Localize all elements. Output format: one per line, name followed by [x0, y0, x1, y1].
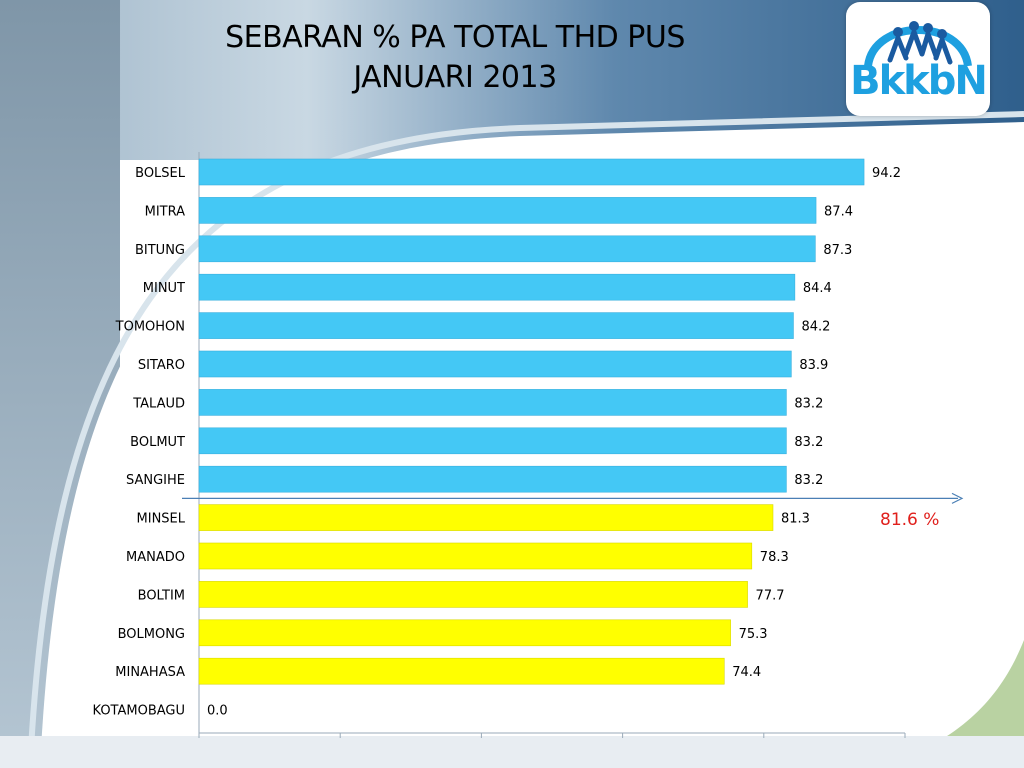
value-label: 83.9	[799, 358, 828, 373]
category-label: MINSEL	[137, 512, 186, 527]
bkkbn-logo: BkkbN	[846, 2, 990, 116]
value-label: 83.2	[794, 473, 823, 488]
value-label: 84.2	[801, 320, 830, 335]
title-line-1: SEBARAN % PA TOTAL THD PUS	[225, 20, 685, 55]
value-label: 94.2	[872, 166, 901, 181]
category-label: TOMOHON	[115, 320, 185, 335]
category-label: MINAHASA	[115, 665, 185, 680]
bar	[198, 504, 774, 531]
bar	[198, 197, 817, 224]
category-label: BOLMUT	[130, 435, 185, 450]
bar	[198, 581, 748, 608]
family-figures-icon	[864, 21, 972, 67]
category-label: MINUT	[143, 281, 185, 296]
category-label: SITARO	[138, 358, 185, 373]
value-label: 87.4	[824, 204, 853, 219]
slide-title: SEBARAN % PA TOTAL THD PUS JANUARI 2013	[110, 18, 800, 98]
value-label: 83.2	[794, 435, 823, 450]
bar	[198, 657, 725, 685]
bar	[198, 235, 816, 263]
category-label: BOLSEL	[135, 166, 186, 181]
title-line-2: JANUARI 2013	[353, 60, 557, 95]
reference-value-label: 81.6 %	[880, 510, 940, 530]
category-label: MITRA	[145, 204, 185, 219]
value-label: 81.3	[781, 512, 810, 527]
value-label: 74.4	[732, 665, 761, 680]
value-label: 0.0	[207, 704, 228, 719]
bar	[198, 619, 731, 647]
value-label: 84.4	[803, 281, 832, 296]
value-label: 75.3	[739, 627, 768, 642]
category-label: BOLTIM	[138, 588, 185, 603]
value-label: 78.3	[760, 550, 789, 565]
value-label: 77.7	[756, 588, 785, 603]
bar	[198, 542, 753, 570]
bar	[198, 389, 787, 416]
bar	[198, 465, 787, 493]
value-label: 83.2	[794, 396, 823, 411]
category-label: KOTAMOBAGU	[93, 704, 186, 719]
category-label: BOLMONG	[118, 627, 185, 642]
bar	[198, 350, 792, 378]
bar	[198, 312, 794, 339]
bar	[198, 158, 865, 186]
value-label: 87.3	[823, 243, 852, 258]
bar	[198, 427, 787, 455]
category-label: TALAUD	[132, 396, 185, 411]
bar	[198, 273, 796, 301]
category-label: MANADO	[126, 550, 185, 565]
reference-arrow-icon	[951, 492, 964, 504]
logo-text: BkkbN	[850, 58, 988, 104]
category-label: SANGIHE	[126, 473, 185, 488]
category-label: BITUNG	[135, 243, 185, 258]
